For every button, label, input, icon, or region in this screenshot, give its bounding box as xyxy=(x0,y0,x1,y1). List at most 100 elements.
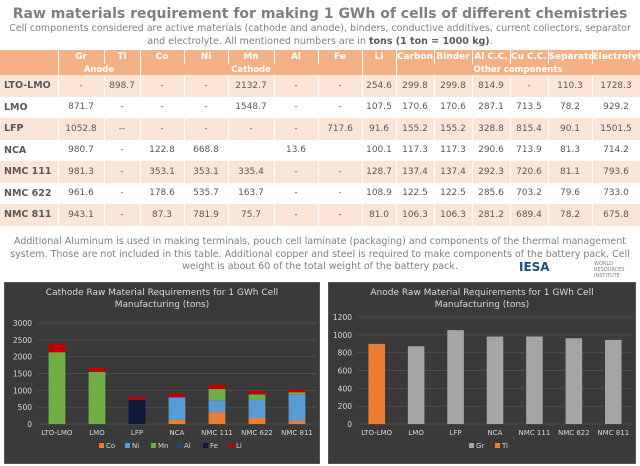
x-tick-label: NMC 111 xyxy=(519,429,551,437)
table-body: LTO-LMO -898.7- -2132.7- -254.6 299.8 299.8 81… xyxy=(0,75,640,226)
table-cell: 75.7 xyxy=(228,204,275,226)
column-header: Carbon xyxy=(396,50,435,64)
table-cell: 78.2 xyxy=(548,96,593,118)
bar-segment-gr xyxy=(526,336,543,424)
table-header-row: Gr Ti Co Ni Mn Al Fe Li Carbon Binder Al C.C. Cu C.… xyxy=(0,50,640,64)
row-label: NCA xyxy=(0,139,59,161)
column-header: Gr xyxy=(58,50,105,64)
table-cell: 79.6 xyxy=(548,182,593,204)
table-row: NCA 980.7-122.8 668.8 13.6 100.1 117.3 117.3 29… xyxy=(0,139,640,161)
table-cell: 733.0 xyxy=(592,182,640,204)
bar-segment-fe xyxy=(128,399,146,424)
table-cell: 108.9 xyxy=(362,182,397,204)
x-tick-label: LFP xyxy=(131,429,143,437)
row-label: LMO xyxy=(0,96,59,118)
column-header: Mn xyxy=(228,50,275,64)
y-tick-label: 2500 xyxy=(13,336,32,345)
column-header: Co xyxy=(140,50,185,64)
legend-swatch xyxy=(495,443,500,448)
column-header xyxy=(0,50,59,64)
x-tick-label: NCA xyxy=(488,429,503,437)
table-cell: 122.5 xyxy=(434,182,473,204)
bar-segment-mn xyxy=(48,352,66,424)
column-header: Binder xyxy=(434,50,473,64)
table-cell: - xyxy=(140,75,185,97)
table-cell: 299.8 xyxy=(396,75,435,97)
table-cell: 714.2 xyxy=(592,139,640,161)
bar-segment-ni xyxy=(248,399,266,418)
table-cell: - xyxy=(228,118,275,140)
table-cell: 781.9 xyxy=(184,204,229,226)
bar-segment-gr xyxy=(447,330,464,424)
table-cell: - xyxy=(318,96,363,118)
column-header: Ti xyxy=(104,50,141,64)
table-cell: - xyxy=(274,161,319,183)
row-label: LTO-LMO xyxy=(0,75,59,97)
subtitle-end: . xyxy=(489,35,493,47)
subtitle-text: Cell components considered are active ma… xyxy=(9,23,631,47)
table-cell: 117.3 xyxy=(396,139,435,161)
table-cell: 535.7 xyxy=(184,182,229,204)
y-tick-label: 200 xyxy=(338,402,353,411)
y-tick-label: 500 xyxy=(18,403,33,412)
table-cell: 285.6 xyxy=(472,182,511,204)
bar-segment-gr xyxy=(407,346,425,424)
table-cell: 155.2 xyxy=(434,118,473,140)
table-cell: 871.7 xyxy=(58,96,105,118)
y-tick-label: 1200 xyxy=(333,313,352,322)
bar-segment-co xyxy=(168,419,186,424)
legend-swatch xyxy=(151,443,156,448)
column-header: Separator xyxy=(548,50,593,64)
table-cell: - xyxy=(318,161,363,183)
table-cell: 81.0 xyxy=(362,204,397,226)
legend-swatch xyxy=(125,443,130,448)
table-cell: 107.5 xyxy=(362,96,397,118)
page-subtitle: Cell components considered are active ma… xyxy=(8,23,632,48)
bar-segment-li xyxy=(168,393,186,397)
table-row: LFP 1052.8 -- - - - -717.6 91.6 155.2 155.2 328.8 8… xyxy=(0,118,640,140)
table-cell: 106.3 xyxy=(396,204,435,226)
group-anode: Anode xyxy=(58,64,141,75)
legend-label: Ni xyxy=(132,442,139,450)
table-cell: 81.1 xyxy=(548,161,593,183)
materials-table: Gr Ti Co Ni Mn Al Fe Li Carbon Binder Al C.C. Cu C.… xyxy=(0,50,640,226)
table-cell: 898.7 xyxy=(104,75,141,97)
table-cell: 1052.8 xyxy=(58,118,105,140)
table-cell: - xyxy=(58,75,105,97)
y-tick-label: 0 xyxy=(347,420,352,429)
anode-chart-panel: Anode Raw Material Requirements for 1 GW… xyxy=(328,282,636,464)
table-cell: 117.3 xyxy=(434,139,473,161)
legend-label: Gr xyxy=(476,442,484,450)
table-row: LMO 871.7- - -1548.7- -107.5 170.6 170.6 287.1 7… xyxy=(0,96,640,118)
table-cell: - xyxy=(104,182,141,204)
x-tick-label: NMC 111 xyxy=(201,429,233,437)
row-label: NMC 111 xyxy=(0,161,59,183)
table-cell: 122.5 xyxy=(396,182,435,204)
table-row: NMC 622 961.6-178.6 535.7 163.7- -108.9 122.5… xyxy=(0,182,640,204)
table-cell: 713.5 xyxy=(510,96,549,118)
x-tick-label: NMC 811 xyxy=(597,429,629,437)
bar-segment-gr xyxy=(486,336,504,424)
table-cell: 254.6 xyxy=(362,75,397,97)
table-row: NMC 811 943.1-87.3 781.9 75.7- -81.0 106.3 106… xyxy=(0,204,640,226)
table-group-row: Anode Cathode Other components xyxy=(0,64,640,75)
y-tick-label: 1500 xyxy=(13,370,32,379)
page-title: Raw materials requirement for making 1 G… xyxy=(12,6,628,22)
table-cell: 720.6 xyxy=(510,161,549,183)
table-cell: 689.4 xyxy=(510,204,549,226)
table-cell: 170.6 xyxy=(434,96,473,118)
bar-segment-mn xyxy=(248,394,266,400)
column-header: Fe xyxy=(318,50,363,64)
bar-segment-co xyxy=(248,417,266,424)
x-tick-label: NCA xyxy=(170,429,185,437)
row-label: LFP xyxy=(0,118,59,140)
table-cell: 328.8 xyxy=(472,118,511,140)
column-header: Al xyxy=(274,50,319,64)
x-tick-label: NMC 811 xyxy=(281,429,313,437)
table-cell: 87.3 xyxy=(140,204,185,226)
table-cell: 122.8 xyxy=(140,139,185,161)
bar-segment-gr xyxy=(605,339,622,424)
bar-segment-gr xyxy=(565,338,583,424)
y-tick-label: 3000 xyxy=(13,319,32,328)
column-header: Cu C.C. xyxy=(510,50,549,64)
